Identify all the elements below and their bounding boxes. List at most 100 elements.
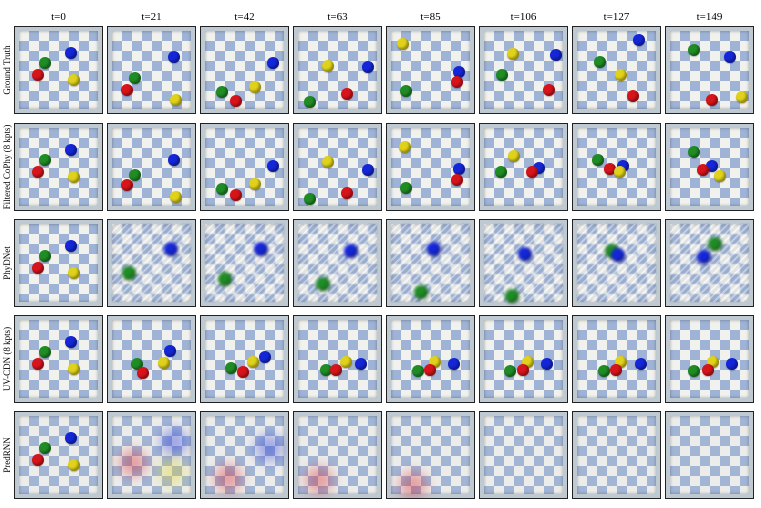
blue-ball bbox=[633, 34, 646, 47]
green-ball bbox=[39, 57, 52, 70]
checkerboard-floor bbox=[298, 416, 377, 494]
yellow-ball bbox=[322, 156, 335, 169]
blue-ball bbox=[611, 248, 626, 263]
red-ball bbox=[340, 88, 353, 101]
frame-tile bbox=[479, 411, 568, 499]
checkerboard-floor bbox=[298, 224, 377, 302]
blue-ball bbox=[168, 50, 181, 63]
yellow-ball bbox=[67, 170, 80, 183]
red-ball bbox=[32, 454, 45, 467]
blue-ball bbox=[168, 154, 181, 167]
frame-tile bbox=[14, 123, 103, 211]
yellow-ball bbox=[615, 68, 628, 81]
yellow-ball bbox=[248, 81, 261, 94]
blue-ball bbox=[65, 239, 78, 252]
green-ball bbox=[320, 364, 333, 377]
frame-tile bbox=[293, 315, 382, 403]
blue-ball bbox=[723, 50, 736, 63]
frame-tile bbox=[14, 315, 103, 403]
blur-artifact bbox=[205, 224, 284, 302]
yellow-ball bbox=[158, 356, 171, 369]
green-ball bbox=[39, 346, 52, 359]
green-ball bbox=[591, 154, 604, 167]
row-label-phydnet: PhyDNet bbox=[2, 246, 12, 280]
blue-ball bbox=[447, 358, 460, 371]
red-ball bbox=[340, 186, 353, 199]
green-ball bbox=[496, 69, 509, 82]
frame-tile bbox=[386, 26, 475, 114]
frame-tile bbox=[200, 123, 289, 211]
yellow-ball bbox=[340, 356, 353, 369]
red-ball bbox=[32, 166, 45, 179]
checkerboard-floor bbox=[112, 320, 191, 398]
blue-ball bbox=[354, 358, 367, 371]
frame-tile bbox=[107, 315, 196, 403]
yellow-ball bbox=[67, 458, 80, 471]
red-ball bbox=[603, 162, 616, 175]
checkerboard-floor bbox=[19, 416, 98, 494]
yellow-ball bbox=[508, 149, 521, 162]
yellow-ball bbox=[169, 190, 182, 203]
yellow-ball bbox=[397, 37, 410, 50]
column-header-t-0: t=0 bbox=[51, 11, 66, 23]
checkerboard-floor bbox=[205, 31, 284, 109]
blur-artifact bbox=[484, 224, 563, 302]
green-ball bbox=[316, 276, 331, 291]
frame-tile bbox=[14, 26, 103, 114]
blue-ball bbox=[255, 434, 284, 463]
blur-artifact bbox=[391, 224, 470, 302]
red-ball bbox=[118, 448, 147, 477]
frame-tile bbox=[107, 219, 196, 307]
blue-ball bbox=[696, 250, 711, 265]
blue-ball bbox=[65, 431, 78, 444]
green-ball bbox=[708, 237, 723, 252]
blue-ball bbox=[160, 427, 189, 456]
yellow-ball bbox=[157, 457, 186, 486]
red-ball bbox=[702, 363, 715, 376]
blue-ball bbox=[540, 358, 553, 371]
green-ball bbox=[39, 250, 52, 263]
blue-ball bbox=[267, 160, 280, 173]
frame-tile bbox=[572, 219, 661, 307]
checkerboard-floor bbox=[670, 416, 749, 494]
green-ball bbox=[688, 43, 701, 56]
green-ball bbox=[129, 71, 142, 84]
frame-tile bbox=[479, 123, 568, 211]
checkerboard-floor bbox=[19, 320, 98, 398]
blue-ball bbox=[164, 242, 179, 257]
blue-ball bbox=[426, 242, 441, 257]
yellow-ball bbox=[248, 178, 261, 191]
checkerboard-floor bbox=[577, 224, 656, 302]
checkerboard-floor bbox=[484, 224, 563, 302]
yellow-ball bbox=[322, 60, 335, 73]
red-ball bbox=[32, 69, 45, 82]
red-ball bbox=[230, 95, 243, 108]
frame-tile bbox=[293, 26, 382, 114]
frame-tile bbox=[107, 123, 196, 211]
green-ball bbox=[494, 166, 507, 179]
green-ball bbox=[215, 183, 228, 196]
column-header-t-106: t=106 bbox=[510, 11, 537, 23]
yellow-ball bbox=[399, 141, 412, 154]
green-ball bbox=[304, 193, 317, 206]
frame-tile bbox=[479, 26, 568, 114]
red-ball bbox=[705, 94, 718, 107]
blur-artifact bbox=[577, 224, 656, 302]
red-ball bbox=[137, 366, 150, 379]
frame-tile bbox=[107, 26, 196, 114]
checkerboard-floor bbox=[19, 31, 98, 109]
green-ball bbox=[688, 364, 701, 377]
blue-ball bbox=[634, 358, 647, 371]
frame-tile bbox=[479, 219, 568, 307]
red-ball bbox=[697, 163, 710, 176]
checkerboard-floor bbox=[391, 416, 470, 494]
blue-ball bbox=[253, 242, 268, 257]
checkerboard-floor bbox=[112, 416, 191, 494]
frame-tile bbox=[572, 26, 661, 114]
red-ball bbox=[525, 165, 538, 178]
checkerboard-floor bbox=[484, 31, 563, 109]
frame-tile bbox=[107, 411, 196, 499]
frame-tile bbox=[665, 219, 754, 307]
blur-artifact bbox=[112, 224, 191, 302]
